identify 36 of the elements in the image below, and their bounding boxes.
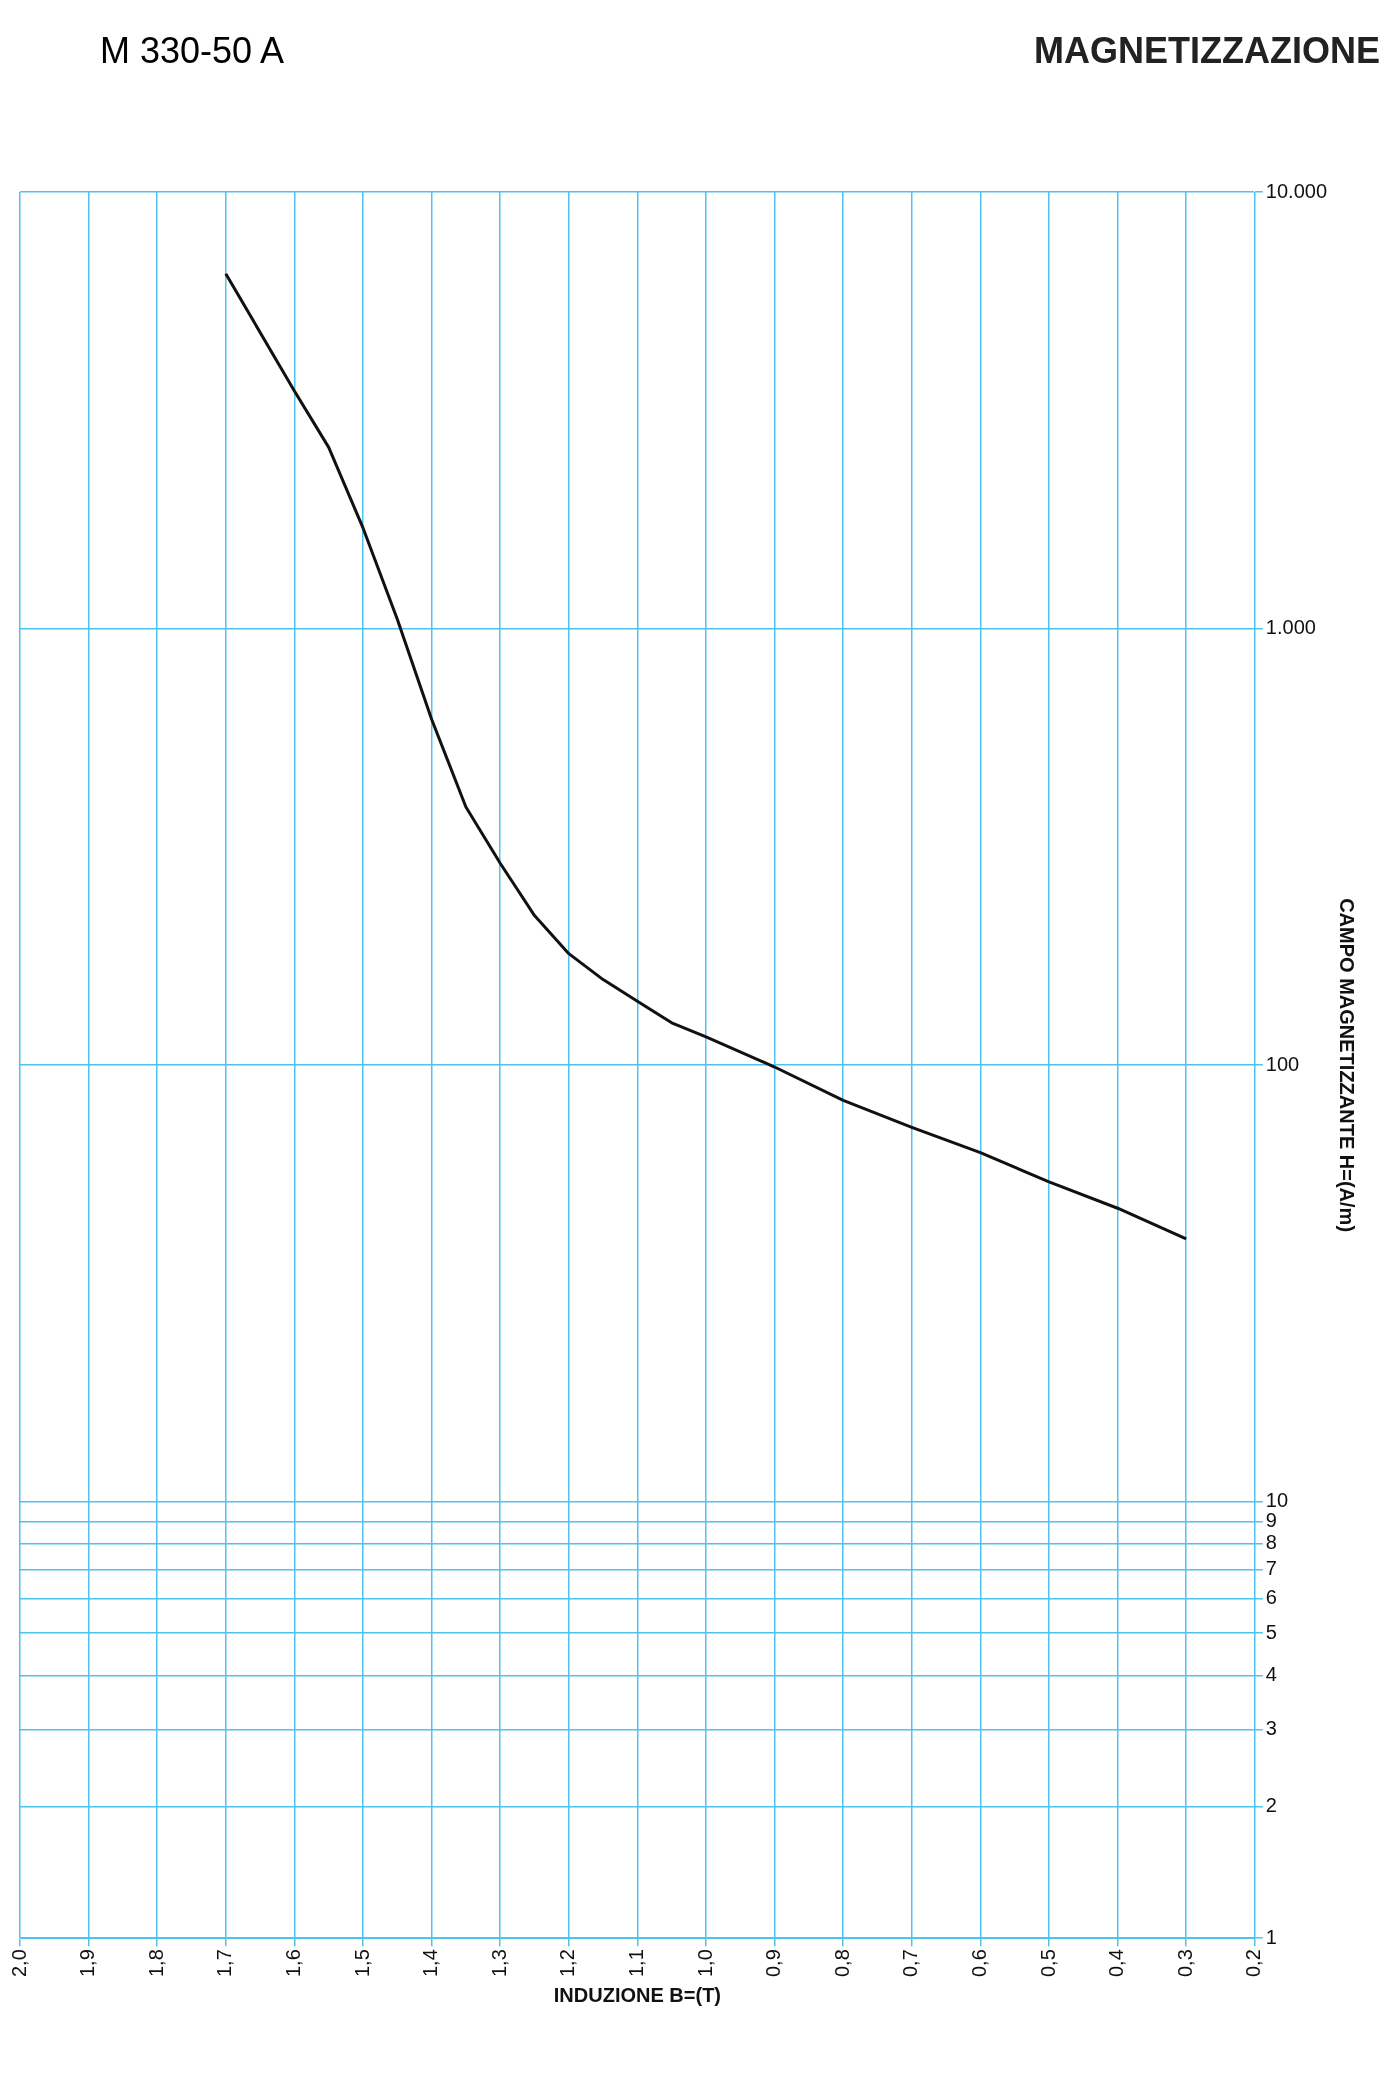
- y-tick-label: 7: [1265, 1556, 1277, 1579]
- x-tick-label: 1,2: [556, 1949, 579, 1978]
- x-tick-label: 1,7: [213, 1949, 236, 1978]
- y-tick-label: 3: [1265, 1717, 1277, 1740]
- y-tick-label: 1: [1265, 1925, 1277, 1948]
- x-tick-label: 2,0: [7, 1949, 30, 1978]
- y-tick-label: 1.000: [1265, 616, 1316, 639]
- y-axis-title: CAMPO MAGNETIZZANTE H=(A/m): [1336, 898, 1359, 1233]
- x-tick-label: 0,2: [1242, 1949, 1265, 1978]
- x-tick-label: 1,9: [76, 1949, 99, 1978]
- y-tick-label: 10.000: [1265, 179, 1327, 202]
- x-tick-label: 1,3: [487, 1949, 510, 1978]
- chart-subtitle: M 330-50 A: [100, 30, 285, 72]
- x-tick-label: 1,5: [350, 1949, 373, 1978]
- y-tick-label: 8: [1265, 1531, 1277, 1554]
- x-tick-label: 1,6: [281, 1949, 304, 1978]
- x-tick-label: 1,8: [144, 1949, 167, 1978]
- y-tick-label: 10: [1265, 1489, 1289, 1512]
- y-tick-label: 5: [1265, 1620, 1277, 1643]
- y-tick-label: 2: [1265, 1794, 1277, 1817]
- chart-title: MAGNETIZZAZIONE: [1034, 30, 1380, 72]
- y-tick-label: 6: [1265, 1586, 1277, 1609]
- x-tick-label: 1,4: [419, 1949, 442, 1978]
- x-tick-label: 0,4: [1105, 1949, 1128, 1978]
- x-tick-label: 0,9: [762, 1949, 785, 1978]
- x-tick-label: 0,6: [967, 1949, 990, 1978]
- x-axis-title: INDUZIONE B=(T): [553, 1983, 722, 2006]
- x-tick-label: 0,7: [899, 1949, 922, 1978]
- y-tick-label: 9: [1265, 1509, 1277, 1532]
- x-tick-label: 0,8: [830, 1949, 853, 1978]
- x-tick-label: 1,0: [693, 1949, 716, 1978]
- y-tick-label: 4: [1265, 1662, 1277, 1685]
- y-tick-label: 100: [1265, 1052, 1300, 1075]
- x-tick-label: 1,1: [624, 1949, 647, 1978]
- x-tick-label: 0,5: [1036, 1949, 1059, 1978]
- x-tick-label: 0,3: [1173, 1949, 1196, 1978]
